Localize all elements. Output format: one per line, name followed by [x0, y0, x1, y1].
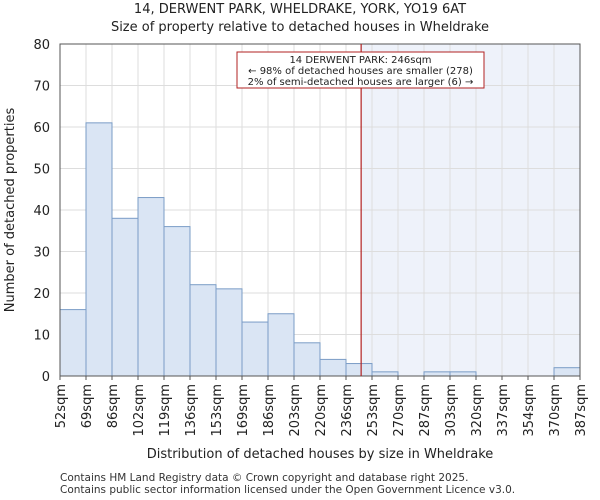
y-tick-label: 40 — [33, 204, 50, 219]
histogram-bar — [449, 371, 477, 377]
y-tick-label: 70 — [33, 80, 50, 95]
y-tick-label: 10 — [33, 329, 50, 344]
annotation-text: ← 98% of detached houses are smaller (27… — [248, 66, 473, 77]
y-tick-label: 20 — [33, 287, 50, 302]
x-tick-label: 186sqm — [262, 384, 277, 437]
x-tick-label: 337sqm — [496, 384, 511, 437]
x-tick-label: 370sqm — [548, 384, 563, 437]
chart-subtitle: Size of property relative to detached ho… — [110, 20, 490, 35]
x-tick-label: 287sqm — [418, 384, 433, 437]
histogram-bar — [189, 284, 217, 377]
histogram-bar — [163, 226, 191, 377]
x-tick-label: 136sqm — [184, 384, 199, 437]
histogram-bar — [423, 371, 451, 377]
y-tick-label: 0 — [42, 370, 50, 385]
annotation-box — [236, 51, 485, 89]
y-tick-label: 30 — [33, 246, 50, 261]
histogram-bar — [215, 288, 243, 377]
y-tick-label: 50 — [33, 163, 50, 178]
x-axis-label: Distribution of detached houses by size … — [147, 447, 494, 462]
x-tick-label: 119sqm — [158, 384, 173, 437]
histogram-bar — [241, 321, 269, 377]
x-tick-label: 153sqm — [210, 384, 225, 437]
x-tick-label: 354sqm — [522, 384, 537, 437]
x-tick-label: 303sqm — [444, 384, 459, 437]
histogram-bar — [319, 358, 347, 377]
histogram-bar — [345, 363, 373, 377]
y-tick-label: 60 — [33, 121, 50, 136]
x-tick-label: 203sqm — [288, 384, 303, 437]
histogram-bar — [111, 217, 139, 377]
histogram-bar — [85, 122, 113, 377]
histogram-bar — [553, 367, 581, 377]
histogram-bar — [137, 197, 165, 377]
x-tick-label: 169sqm — [236, 384, 251, 437]
x-tick-label: 320sqm — [470, 384, 485, 437]
footer-licence: Contains public sector information licen… — [60, 484, 516, 496]
histogram-bar — [59, 309, 87, 377]
annotation-text: 14 DERWENT PARK: 246sqm — [289, 55, 431, 66]
histogram-chart: 0 10 20 30 40 50 60 70 80 52sqm 69sqm 86sqm 102sqm 11… — [3, 38, 589, 462]
x-tick-label: 86sqm — [106, 384, 121, 428]
x-tick-label: 253sqm — [366, 384, 381, 437]
histogram-bar — [371, 371, 399, 377]
x-tick-label: 69sqm — [80, 384, 95, 428]
histogram-bar — [293, 342, 321, 377]
y-axis-label: Number of detached properties — [3, 108, 18, 313]
y-tick-label: 80 — [33, 38, 50, 53]
annotation-text: 2% of semi-detached houses are larger (6… — [248, 77, 474, 88]
chart-title: 14, DERWENT PARK, WHELDRAKE, YORK, YO19 … — [133, 2, 467, 17]
histogram-bar — [267, 313, 295, 377]
x-tick-label: 236sqm — [340, 384, 355, 437]
x-tick-label: 52sqm — [54, 384, 69, 428]
footer-copyright: Contains HM Land Registry data © Crown c… — [60, 472, 469, 484]
x-tick-label: 387sqm — [574, 384, 589, 437]
x-tick-label: 270sqm — [392, 384, 407, 437]
x-tick-label: 102sqm — [132, 384, 147, 437]
x-tick-label: 220sqm — [314, 384, 329, 437]
